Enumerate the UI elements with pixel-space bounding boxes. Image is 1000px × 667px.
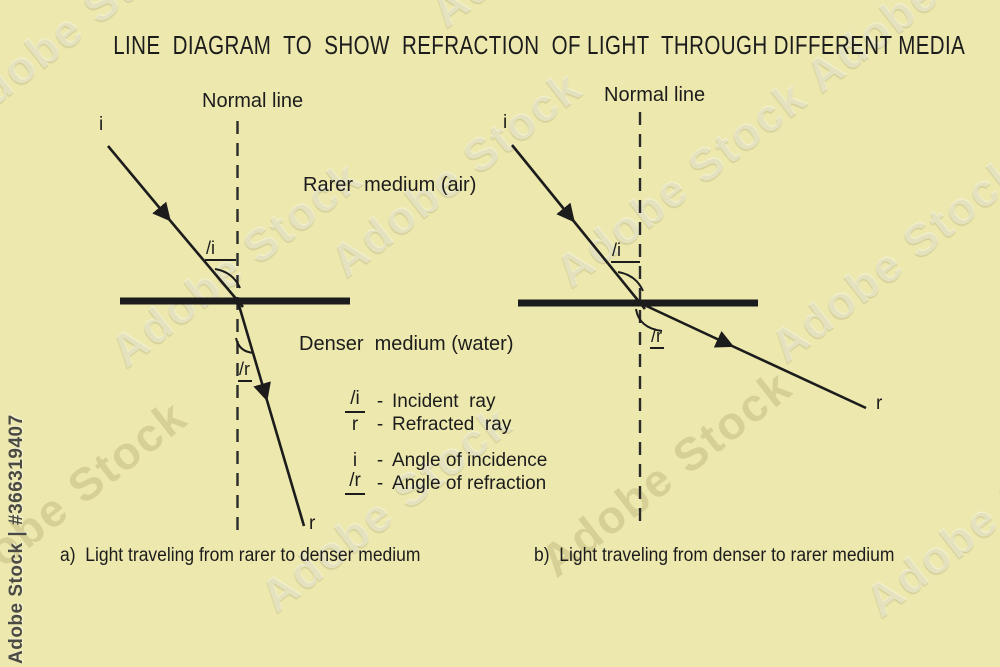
diagram-title: LINE DIAGRAM TO SHOW REFRACTION OF LIGHT… [0, 30, 1000, 61]
denser-medium-label: Denser medium (water) [299, 333, 514, 355]
legend: /i - Incident ray r - Refracted ray i - Angle … [342, 388, 547, 495]
diagram-title-text: LINE DIAGRAM TO SHOW REFRACTION OF LIGHT… [113, 30, 966, 60]
angle-r-label-b: /r [650, 326, 664, 349]
refracted-ray-label-a: r [309, 513, 316, 534]
incident-ray-b [510, 144, 647, 310]
angle-refraction-arc-b [635, 308, 663, 332]
caption-b-text: b) Light traveling from denser to rarer … [534, 545, 895, 566]
legend-item-refracted-ray: r - Refracted ray [342, 413, 547, 436]
legend-dash: - [376, 473, 384, 494]
legend-item-angle-refraction: /r - Angle of refraction [342, 470, 547, 495]
legend-item-angle-incidence: i - Angle of incidence [342, 449, 547, 472]
legend-text: Angle of refraction [392, 473, 547, 494]
refracted-ray-a [236, 301, 306, 527]
legend-symbol: r [351, 414, 359, 435]
legend-dash: - [376, 391, 384, 412]
angle-incidence-arc-b [617, 271, 644, 292]
normal-line-label-b: Normal line [604, 84, 706, 106]
legend-symbol: /i [345, 388, 365, 413]
angle-i-label-b: /i [611, 240, 640, 263]
angle-i-label-a: /i [205, 238, 236, 261]
legend-text: Refracted ray [392, 414, 512, 435]
incident-ray-label-a: i [99, 114, 104, 135]
legend-item-incident-ray: /i - Incident ray [342, 388, 547, 413]
normal-line-label-a: Normal line [202, 90, 304, 112]
legend-dash: - [376, 414, 384, 435]
incident-ray-label-b: i [503, 112, 508, 133]
legend-text: Angle of incidence [392, 450, 548, 471]
stock-id-watermark: Adobe Stock | #366319407 [6, 414, 27, 664]
angle-r-label-a: /r [238, 359, 252, 382]
legend-text: Incident ray [392, 391, 496, 412]
caption-a-text: a) Light traveling from rarer to denser … [60, 545, 421, 566]
caption-b: b) Light traveling from denser to rarer … [534, 545, 926, 567]
incident-ray-a [107, 145, 244, 308]
legend-symbol: i [352, 450, 358, 471]
caption-a: a) Light traveling from rarer to denser … [60, 545, 452, 567]
rarer-medium-label: Rarer medium (air) [303, 174, 477, 196]
refracted-ray-b [639, 301, 867, 410]
angle-refraction-arc-a [235, 337, 255, 354]
legend-dash: - [376, 450, 384, 471]
legend-symbol: /r [345, 470, 365, 495]
angle-incidence-arc-a [214, 268, 241, 289]
refracted-ray-label-b: r [876, 393, 883, 414]
